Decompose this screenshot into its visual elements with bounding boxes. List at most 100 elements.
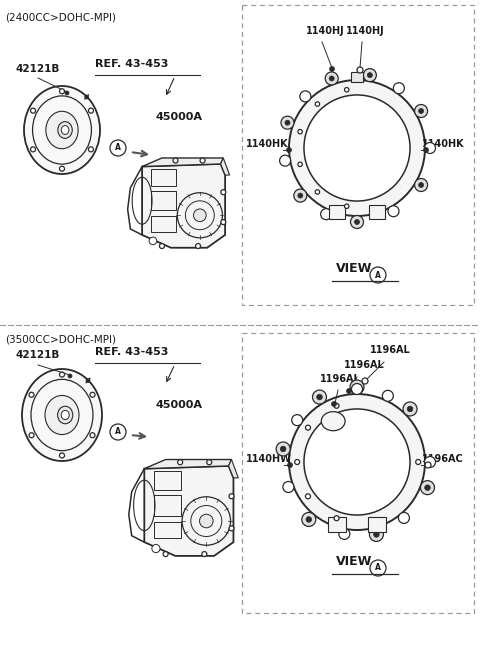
Circle shape [362, 378, 368, 384]
Circle shape [363, 69, 376, 82]
Circle shape [221, 190, 226, 195]
Text: 42121B: 42121B [15, 350, 60, 360]
Circle shape [419, 109, 423, 113]
Circle shape [332, 402, 336, 407]
Circle shape [200, 158, 205, 163]
Bar [351, 72, 363, 82]
Ellipse shape [61, 126, 69, 134]
Polygon shape [144, 466, 233, 556]
Circle shape [317, 394, 322, 400]
Text: A: A [375, 271, 381, 280]
Bar [151, 216, 176, 231]
Circle shape [149, 237, 157, 245]
Bar [369, 517, 386, 533]
Circle shape [173, 158, 178, 163]
Circle shape [321, 209, 332, 219]
Polygon shape [142, 158, 223, 166]
Ellipse shape [33, 96, 92, 164]
Text: 1196AC: 1196AC [422, 454, 464, 464]
Ellipse shape [24, 86, 100, 174]
Circle shape [354, 384, 360, 390]
Circle shape [325, 72, 338, 85]
Text: 42121B: 42121B [15, 64, 60, 74]
Circle shape [193, 209, 206, 221]
Circle shape [90, 392, 95, 398]
Text: A: A [115, 143, 121, 153]
Bar [154, 472, 181, 490]
Circle shape [207, 460, 212, 465]
Circle shape [60, 372, 64, 377]
Circle shape [347, 388, 351, 394]
Text: 1140HJ: 1140HJ [306, 26, 345, 36]
Circle shape [305, 425, 311, 430]
Text: (3500CC>DOHC-MPI): (3500CC>DOHC-MPI) [5, 335, 116, 345]
Circle shape [388, 206, 399, 217]
Circle shape [29, 392, 34, 398]
Circle shape [289, 80, 425, 216]
Circle shape [31, 147, 36, 152]
Ellipse shape [58, 406, 73, 424]
Bar [151, 169, 176, 186]
Circle shape [195, 244, 201, 248]
Circle shape [423, 147, 429, 153]
Circle shape [394, 83, 404, 94]
Circle shape [287, 147, 291, 153]
Bar [370, 205, 385, 219]
Circle shape [350, 380, 364, 394]
Polygon shape [142, 164, 225, 248]
Circle shape [298, 130, 302, 134]
Text: 1196AL: 1196AL [370, 345, 411, 355]
Circle shape [420, 481, 434, 495]
Ellipse shape [31, 379, 93, 451]
Circle shape [304, 95, 410, 201]
Text: 1196AL: 1196AL [344, 360, 385, 370]
Circle shape [304, 409, 410, 515]
Circle shape [373, 532, 379, 537]
Circle shape [202, 552, 207, 557]
Circle shape [329, 76, 334, 81]
Text: REF. 43-453: REF. 43-453 [95, 59, 168, 69]
Circle shape [302, 512, 316, 527]
Polygon shape [144, 460, 231, 469]
Text: 1140HK: 1140HK [246, 139, 288, 149]
Circle shape [200, 514, 213, 528]
Text: (2400CC>DOHC-MPI): (2400CC>DOHC-MPI) [5, 12, 116, 22]
Circle shape [283, 481, 294, 493]
Text: REF. 43-453: REF. 43-453 [95, 347, 168, 357]
Circle shape [86, 379, 90, 383]
Circle shape [339, 529, 350, 539]
Text: 1140HK: 1140HK [422, 139, 465, 149]
Circle shape [383, 390, 393, 402]
Circle shape [280, 155, 290, 166]
Circle shape [312, 390, 326, 404]
Circle shape [60, 166, 64, 171]
Circle shape [178, 460, 183, 465]
Circle shape [416, 460, 420, 464]
Circle shape [295, 460, 300, 464]
Circle shape [152, 544, 160, 553]
Bar [327, 517, 346, 533]
Ellipse shape [22, 369, 102, 461]
Circle shape [88, 147, 94, 152]
Polygon shape [228, 460, 238, 478]
Circle shape [357, 67, 363, 73]
Circle shape [370, 527, 384, 542]
Bar [154, 495, 181, 515]
Circle shape [88, 108, 94, 113]
Text: 1140HJ: 1140HJ [346, 26, 384, 36]
Circle shape [424, 457, 435, 468]
Circle shape [60, 453, 64, 458]
Text: A: A [115, 428, 121, 436]
Circle shape [415, 179, 428, 191]
Circle shape [315, 102, 320, 106]
Circle shape [60, 89, 64, 94]
Circle shape [288, 462, 292, 468]
Text: 45000A: 45000A [155, 400, 202, 410]
Circle shape [163, 552, 168, 557]
Text: 1140HW: 1140HW [246, 454, 292, 464]
Circle shape [84, 95, 89, 99]
Circle shape [300, 91, 311, 102]
Circle shape [159, 244, 165, 248]
Circle shape [350, 215, 363, 229]
Circle shape [415, 105, 428, 117]
